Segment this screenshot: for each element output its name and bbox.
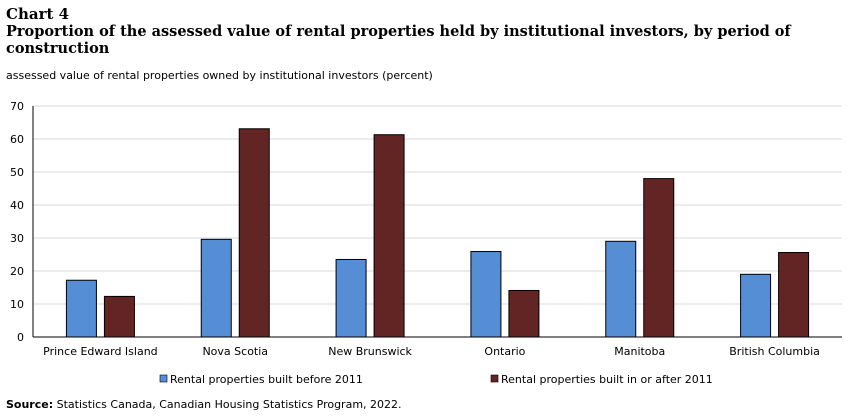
bar (778, 252, 810, 338)
chart-title: Proportion of the assessed value of rent… (6, 23, 791, 57)
bar (238, 128, 270, 338)
bar (200, 238, 232, 338)
bar (65, 279, 97, 338)
bar (643, 178, 675, 338)
y-tick-label: 10 (10, 298, 24, 311)
y-tick-label: 50 (10, 166, 24, 179)
legend-swatch (159, 374, 168, 383)
bar (373, 134, 405, 338)
bar (103, 295, 135, 338)
x-tick-label: British Columbia (729, 345, 820, 358)
legend-swatch (490, 374, 499, 383)
y-tick-label: 0 (17, 331, 24, 344)
bar (508, 289, 540, 338)
y-tick-label: 40 (10, 199, 24, 212)
chart-number: Chart 4 (6, 5, 70, 23)
x-tick-label: New Brunswick (328, 345, 412, 358)
bar (335, 258, 367, 338)
x-tick-label: Prince Edward Island (43, 345, 158, 358)
source-text: Statistics Canada, Canadian Housing Stat… (56, 398, 402, 411)
bar (470, 251, 502, 338)
x-tick-label: Manitoba (614, 345, 665, 358)
y-tick-label: 20 (10, 265, 24, 278)
bar (740, 273, 772, 338)
legend-label: Rental properties built in or after 2011 (501, 373, 713, 386)
x-tick-label: Ontario (484, 345, 525, 358)
source-label: Source: (6, 398, 54, 411)
chart-subtitle: assessed value of rental properties owne… (6, 69, 433, 82)
y-tick-label: 70 (10, 100, 24, 113)
y-tick-label: 60 (10, 133, 24, 146)
bar (605, 240, 637, 338)
legend-label: Rental properties built before 2011 (170, 373, 363, 386)
y-tick-label: 30 (10, 232, 24, 245)
source-note: Source: Statistics Canada, Canadian Hous… (6, 398, 402, 411)
x-tick-label: Nova Scotia (202, 345, 268, 358)
